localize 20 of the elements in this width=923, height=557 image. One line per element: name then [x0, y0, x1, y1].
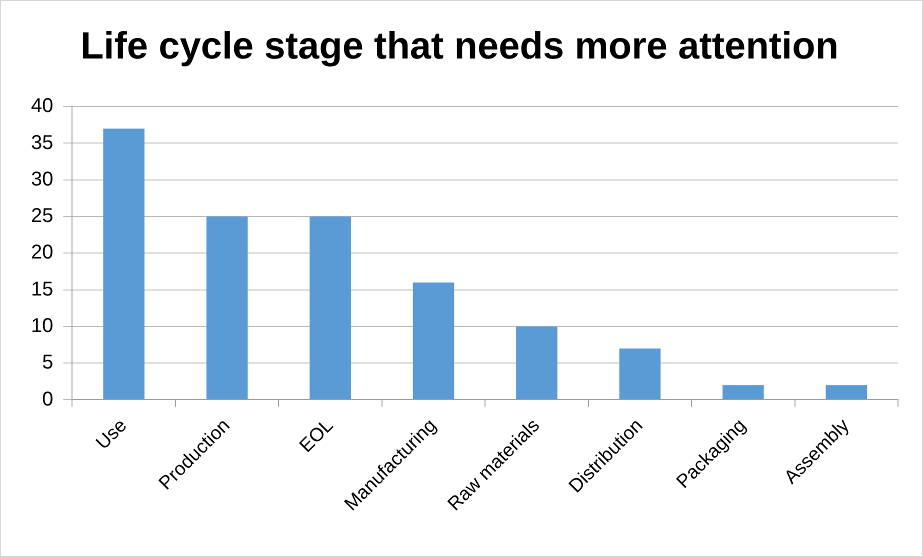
y-tick-label: 20 [30, 242, 54, 264]
x-tick-label: EOL [296, 415, 338, 457]
bar [310, 216, 351, 400]
y-tick-label: 5 [42, 352, 54, 374]
y-tick-label: 30 [30, 168, 54, 190]
chart-title: Life cycle stage that needs more attention [80, 25, 839, 68]
bar [516, 326, 558, 400]
bar [412, 282, 454, 400]
bar [826, 385, 868, 400]
y-tick-label: 40 [30, 95, 54, 118]
x-tick-label: Use [92, 415, 132, 454]
y-tick-label: 25 [30, 205, 54, 228]
bar [103, 128, 144, 400]
bar [206, 216, 248, 400]
bar [722, 385, 764, 400]
y-tick-label: 0 [42, 388, 54, 410]
y-tick-label: 35 [30, 132, 54, 154]
y-tick-label: 10 [30, 314, 54, 337]
y-tick-label: 15 [30, 278, 54, 300]
bar [619, 348, 661, 400]
